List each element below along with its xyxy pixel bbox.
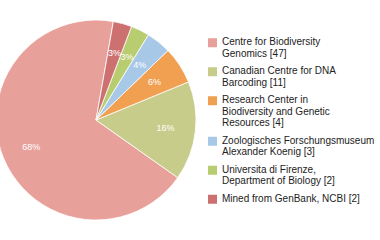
slice-label: 3%: [108, 48, 121, 58]
legend-entry: Research Center inBiodiversity and Genet…: [222, 94, 330, 128]
legend-entry: Mined from GenBank, NCBI [2]: [222, 193, 360, 204]
legend-entry: Universita di Firenze,Department of Biol…: [222, 164, 335, 187]
legend: Centre for BiodiversityGenomics [47] Cana…: [208, 36, 374, 204]
slice: [96, 22, 132, 120]
slice-labels: 68%16%6%4%3%3%: [22, 48, 174, 152]
legend-entry: Canadian Centre for DNABarcoding [11]: [222, 65, 336, 88]
slice-label: 4%: [133, 60, 146, 70]
slice-label: 3%: [120, 52, 133, 62]
legend-entry: Zoologisches ForschungsmuseumAlexander K…: [222, 135, 374, 158]
legend-swatch: [208, 137, 217, 146]
slice-label: 16%: [157, 123, 175, 133]
pie: [0, 20, 196, 220]
slice-label: 68%: [22, 142, 40, 152]
legend-swatch: [208, 67, 217, 76]
legend-swatch: [208, 38, 217, 47]
legend-entry: Centre for BiodiversityGenomics [47]: [222, 36, 320, 59]
legend-swatch: [208, 166, 217, 175]
slice-label: 6%: [148, 77, 161, 87]
legend-swatch: [208, 96, 217, 105]
chart: 68%16%6%4%3%3%Centre for BiodiversityGen…: [0, 0, 380, 240]
legend-swatch: [208, 195, 217, 204]
